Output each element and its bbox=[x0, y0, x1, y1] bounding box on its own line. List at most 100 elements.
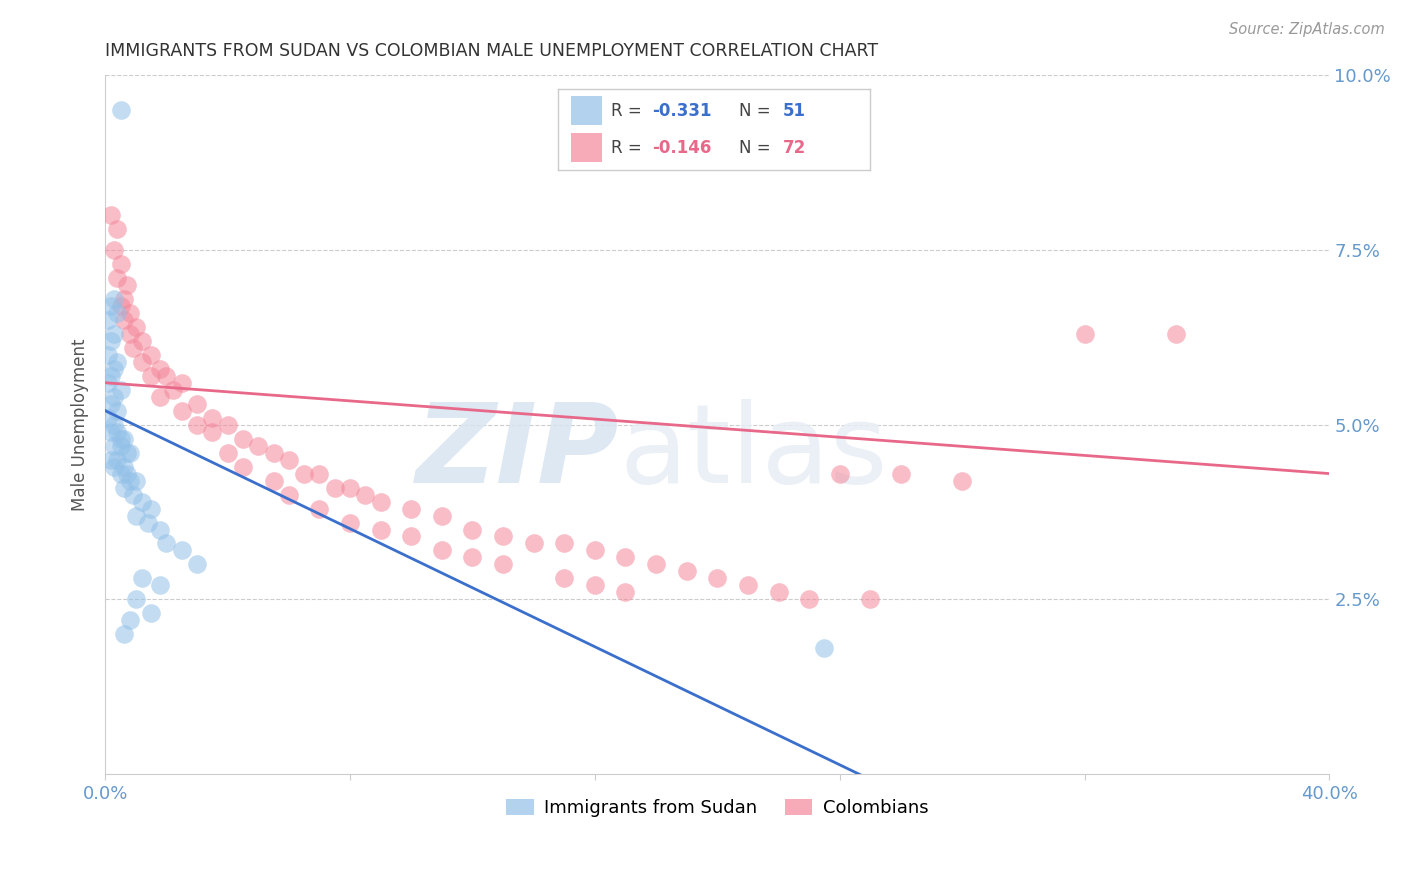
Point bbox=[139, 368, 162, 383]
Point bbox=[112, 459, 135, 474]
Point bbox=[768, 585, 790, 599]
Point bbox=[523, 536, 546, 550]
Point bbox=[675, 565, 697, 579]
Point bbox=[232, 432, 254, 446]
Point bbox=[107, 306, 129, 320]
Point bbox=[1166, 326, 1188, 341]
Point bbox=[645, 558, 668, 572]
Point bbox=[131, 334, 153, 348]
Point bbox=[100, 334, 122, 348]
Point bbox=[110, 257, 132, 271]
Point bbox=[112, 627, 135, 641]
Point bbox=[115, 467, 138, 481]
Point bbox=[107, 425, 129, 439]
Point bbox=[100, 452, 122, 467]
Point bbox=[1073, 326, 1095, 341]
Point bbox=[155, 368, 177, 383]
Point bbox=[112, 292, 135, 306]
Point bbox=[430, 543, 453, 558]
Point bbox=[110, 432, 132, 446]
Point bbox=[103, 292, 125, 306]
Point bbox=[217, 445, 239, 459]
Point bbox=[125, 319, 148, 334]
Point bbox=[706, 571, 728, 585]
Point bbox=[149, 578, 172, 592]
Point bbox=[110, 299, 132, 313]
Point bbox=[292, 467, 315, 481]
Point bbox=[201, 410, 224, 425]
Point bbox=[103, 326, 125, 341]
Y-axis label: Male Unemployment: Male Unemployment bbox=[72, 338, 89, 511]
Point bbox=[950, 474, 973, 488]
Point bbox=[859, 592, 882, 607]
Point bbox=[553, 536, 575, 550]
Point bbox=[110, 439, 132, 453]
Point bbox=[103, 439, 125, 453]
Point bbox=[401, 529, 423, 543]
Point bbox=[149, 390, 172, 404]
Point bbox=[201, 425, 224, 439]
Point bbox=[737, 578, 759, 592]
Point bbox=[103, 243, 125, 257]
Point bbox=[277, 452, 299, 467]
Text: IMMIGRANTS FROM SUDAN VS COLOMBIAN MALE UNEMPLOYMENT CORRELATION CHART: IMMIGRANTS FROM SUDAN VS COLOMBIAN MALE … bbox=[105, 42, 879, 60]
Point bbox=[97, 313, 120, 327]
Point bbox=[110, 467, 132, 481]
Point bbox=[110, 383, 132, 397]
Point bbox=[170, 543, 193, 558]
Point bbox=[139, 607, 162, 621]
Point bbox=[813, 641, 835, 656]
Point bbox=[107, 452, 129, 467]
Point bbox=[461, 523, 484, 537]
Point bbox=[118, 474, 141, 488]
Point bbox=[186, 417, 208, 432]
Point bbox=[370, 494, 392, 508]
Point bbox=[103, 417, 125, 432]
Point bbox=[492, 558, 515, 572]
Point bbox=[112, 481, 135, 495]
Point bbox=[263, 474, 285, 488]
Point bbox=[97, 376, 120, 390]
Point bbox=[354, 487, 377, 501]
Text: atlas: atlas bbox=[620, 399, 887, 506]
Point bbox=[100, 425, 122, 439]
Point bbox=[583, 543, 606, 558]
Point bbox=[107, 403, 129, 417]
Point bbox=[170, 376, 193, 390]
Point bbox=[162, 383, 184, 397]
Point bbox=[103, 361, 125, 376]
Point bbox=[186, 397, 208, 411]
Point bbox=[247, 439, 270, 453]
Point bbox=[828, 467, 851, 481]
Point bbox=[149, 523, 172, 537]
Point bbox=[492, 529, 515, 543]
Point bbox=[155, 536, 177, 550]
Point bbox=[170, 403, 193, 417]
Point bbox=[308, 501, 330, 516]
Point bbox=[277, 487, 299, 501]
Point bbox=[339, 481, 361, 495]
Point bbox=[614, 585, 637, 599]
Point bbox=[107, 355, 129, 369]
Point bbox=[139, 348, 162, 362]
Point bbox=[614, 550, 637, 565]
Point bbox=[583, 578, 606, 592]
Point bbox=[263, 445, 285, 459]
Point bbox=[149, 361, 172, 376]
Point bbox=[553, 571, 575, 585]
Point bbox=[131, 355, 153, 369]
Point bbox=[118, 306, 141, 320]
Legend: Immigrants from Sudan, Colombians: Immigrants from Sudan, Colombians bbox=[499, 792, 935, 824]
Point bbox=[118, 445, 141, 459]
Point bbox=[370, 523, 392, 537]
Point bbox=[110, 103, 132, 117]
Point bbox=[100, 368, 122, 383]
Point bbox=[186, 558, 208, 572]
Point bbox=[112, 313, 135, 327]
Point bbox=[339, 516, 361, 530]
Point bbox=[430, 508, 453, 523]
Point bbox=[232, 459, 254, 474]
Point bbox=[115, 277, 138, 292]
Point bbox=[125, 592, 148, 607]
Point bbox=[308, 467, 330, 481]
